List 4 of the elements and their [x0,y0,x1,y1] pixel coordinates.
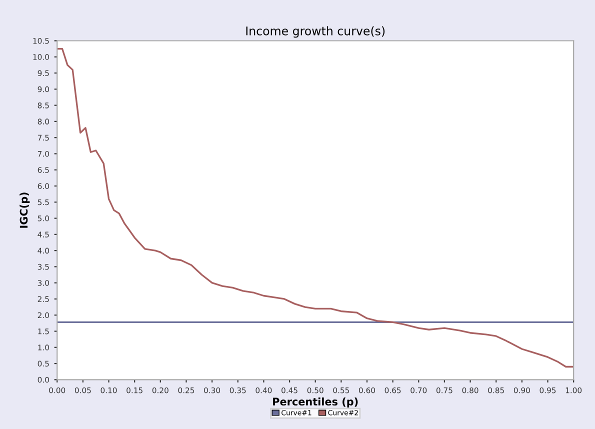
chart-title: Income growth curve(s) [246,26,385,38]
y-axis-title: IGC(p) [20,192,30,228]
x-axis-title: Percentiles (p) [273,397,358,408]
line-series [57,48,574,368]
